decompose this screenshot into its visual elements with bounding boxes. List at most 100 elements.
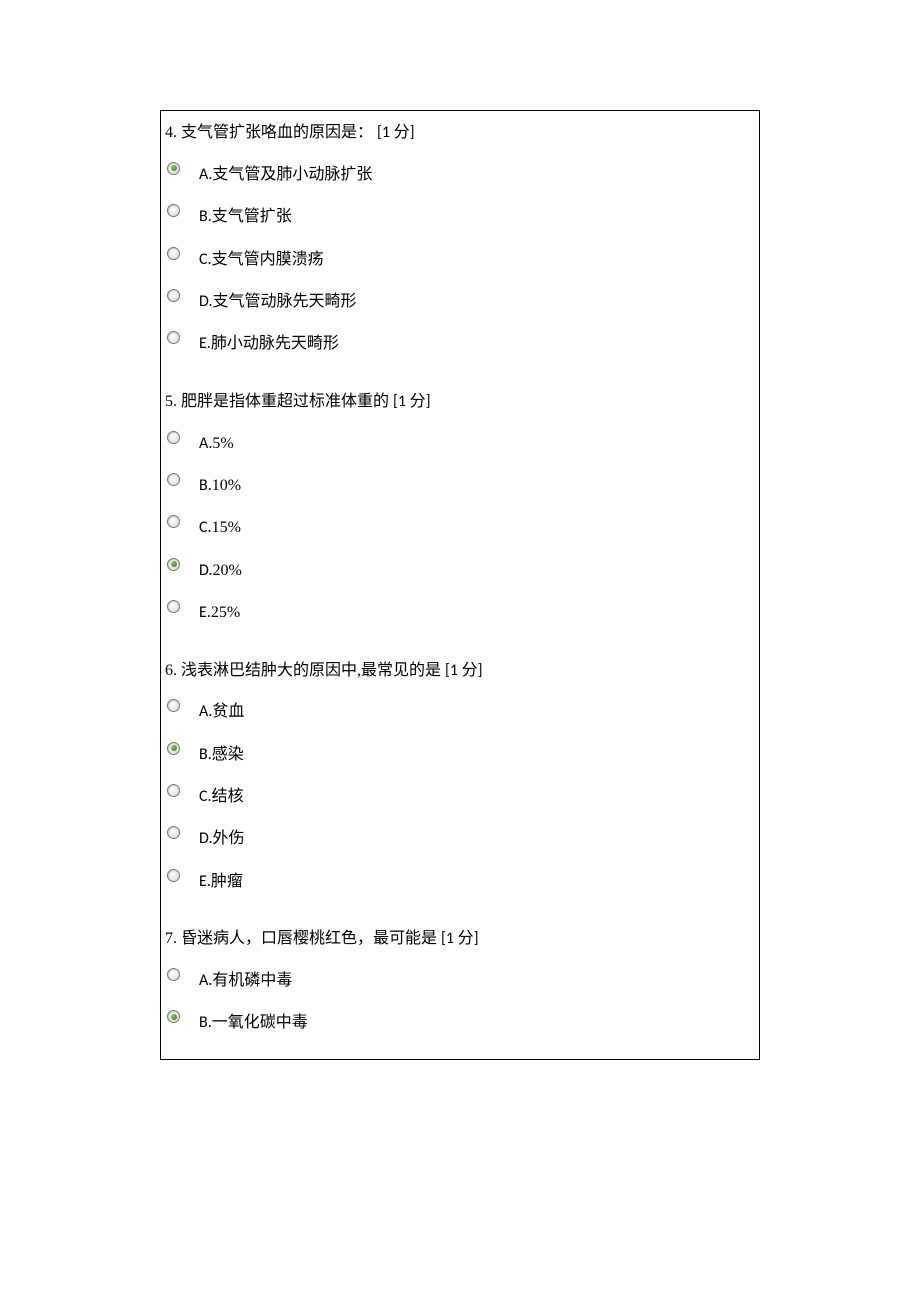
option-label: D.20% [195, 556, 755, 586]
option-text: 10% [212, 477, 241, 494]
radio-wrap [165, 867, 195, 882]
radio-wrap [165, 160, 195, 175]
radio-wrap [165, 329, 195, 344]
question-text: 7. 昏迷病人，口唇樱桃红色，最可能是 [1 分] [165, 921, 755, 960]
option-label: E.肿瘤 [195, 867, 755, 897]
option-text: 5% [212, 435, 233, 452]
radio-button[interactable] [167, 558, 180, 571]
option-letter: A. [199, 702, 212, 721]
radio-button[interactable] [167, 162, 180, 175]
radio-button[interactable] [167, 968, 180, 981]
question-number: 6. [165, 662, 181, 679]
question-points: [1 分] [441, 929, 479, 948]
option-row: B.一氧化碳中毒 [165, 1002, 755, 1044]
radio-wrap [165, 966, 195, 981]
option-row: A.有机磷中毒 [165, 960, 755, 1002]
option-letter: B. [199, 207, 212, 226]
radio-button[interactable] [167, 600, 180, 613]
option-text: 结核 [212, 788, 244, 805]
option-row: D.支气管动脉先天畸形 [165, 281, 755, 323]
option-text: 贫血 [212, 703, 244, 720]
option-letter: E. [199, 872, 211, 891]
option-label: E.25% [195, 598, 755, 628]
radio-wrap [165, 202, 195, 217]
radio-button[interactable] [167, 204, 180, 217]
option-label: C.15% [195, 513, 755, 543]
option-row: A.支气管及肺小动脉扩张 [165, 154, 755, 196]
option-label: B.10% [195, 471, 755, 501]
option-text: 一氧化碳中毒 [212, 1014, 308, 1031]
option-label: E.肺小动脉先天畸形 [195, 329, 755, 359]
radio-button[interactable] [167, 431, 180, 444]
option-letter: D. [199, 829, 213, 848]
radio-button[interactable] [167, 289, 180, 302]
option-row: E.肺小动脉先天畸形 [165, 323, 755, 365]
question-number: 7. [165, 930, 181, 947]
radio-wrap [165, 824, 195, 839]
radio-button[interactable] [167, 247, 180, 260]
option-text: 支气管扩张 [212, 208, 292, 225]
option-letter: E. [199, 334, 211, 353]
option-letter: A. [199, 434, 212, 453]
radio-wrap [165, 556, 195, 571]
option-label: B.感染 [195, 740, 755, 770]
radio-button[interactable] [167, 1010, 180, 1023]
radio-button[interactable] [167, 515, 180, 528]
radio-button[interactable] [167, 473, 180, 486]
option-label: D.外伤 [195, 824, 755, 854]
option-text: 感染 [212, 746, 244, 763]
option-letter: A. [199, 165, 212, 184]
radio-wrap [165, 697, 195, 712]
option-label: A.贫血 [195, 697, 755, 727]
question-content: 支气管扩张咯血的原因是： [181, 124, 377, 141]
option-label: D.支气管动脉先天畸形 [195, 287, 755, 317]
radio-wrap [165, 598, 195, 613]
option-label: A.有机磷中毒 [195, 966, 755, 996]
radio-button[interactable] [167, 869, 180, 882]
radio-button[interactable] [167, 331, 180, 344]
option-text: 外伤 [213, 830, 245, 847]
option-row: B.感染 [165, 734, 755, 776]
option-row: D.外伤 [165, 818, 755, 860]
radio-wrap [165, 513, 195, 528]
option-text: 20% [213, 562, 242, 579]
question-content: 昏迷病人，口唇樱桃红色，最可能是 [181, 930, 441, 947]
question-content: 肥胖是指体重超过标准体重的 [181, 393, 393, 410]
option-text: 支气管动脉先天畸形 [213, 293, 357, 310]
option-label: B.支气管扩张 [195, 202, 755, 232]
question-block: 4. 支气管扩张咯血的原因是： [1 分]A.支气管及肺小动脉扩张B.支气管扩张… [161, 111, 759, 380]
question-number: 4. [165, 124, 181, 141]
radio-button[interactable] [167, 742, 180, 755]
option-row: D.20% [165, 550, 755, 592]
question-content: 浅表淋巴结肿大的原因中,最常见的是 [181, 662, 445, 679]
option-label: A.5% [195, 429, 755, 459]
option-label: C.支气管内膜溃疡 [195, 245, 755, 275]
option-text: 支气管内膜溃疡 [212, 251, 324, 268]
question-block: 5. 肥胖是指体重超过标准体重的 [1 分] A.5% B.10% C.15% D.20… [161, 380, 759, 649]
radio-wrap [165, 1008, 195, 1023]
question-text: 5. 肥胖是指体重超过标准体重的 [1 分] [165, 384, 755, 423]
option-letter: C. [199, 250, 212, 269]
option-letter: B. [199, 745, 212, 764]
radio-button[interactable] [167, 784, 180, 797]
option-row: C.结核 [165, 776, 755, 818]
option-text: 支气管及肺小动脉扩张 [212, 166, 372, 183]
option-text: 肿瘤 [211, 873, 243, 890]
question-points: [1 分] [445, 661, 483, 680]
question-text: 6. 浅表淋巴结肿大的原因中,最常见的是 [1 分] [165, 653, 755, 692]
option-letter: C. [199, 787, 212, 806]
option-label: B.一氧化碳中毒 [195, 1008, 755, 1038]
option-letter: B. [199, 476, 212, 495]
option-letter: A. [199, 971, 212, 990]
option-label: C.结核 [195, 782, 755, 812]
radio-button[interactable] [167, 826, 180, 839]
option-label: A.支气管及肺小动脉扩张 [195, 160, 755, 190]
question-block: 7. 昏迷病人，口唇樱桃红色，最可能是 [1 分] A.有机磷中毒 B.一氧化碳中毒 [161, 917, 759, 1059]
option-letter: D. [199, 561, 213, 580]
option-row: E.25% [165, 592, 755, 634]
option-letter: C. [199, 518, 212, 537]
option-row: C.15% [165, 507, 755, 549]
radio-button[interactable] [167, 699, 180, 712]
radio-wrap [165, 740, 195, 755]
option-text: 有机磷中毒 [212, 972, 292, 989]
